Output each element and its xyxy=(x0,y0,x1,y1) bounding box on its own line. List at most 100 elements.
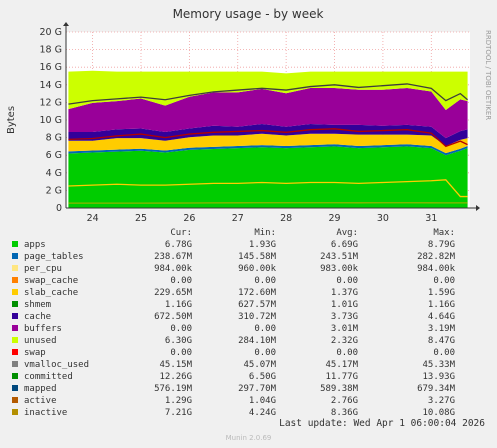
legend-min: 1.93G xyxy=(248,240,276,250)
legend-max: 8.79G xyxy=(427,240,455,250)
memory-chart: Memory usage - by week Bytes RRDTOOL / T… xyxy=(6,7,492,224)
legend-row-buffers: buffers 0.00 0.00 3.01M 3.19M xyxy=(12,323,455,335)
legend-swatch xyxy=(12,348,18,355)
legend-swatch xyxy=(12,360,18,367)
legend-min: 0.00 xyxy=(254,324,276,334)
legend-swatch xyxy=(12,408,18,415)
legend-row-inactive: inactive 7.21G 4.24G 8.36G 10.08G xyxy=(12,407,455,419)
legend-name: per_cpu xyxy=(24,264,62,274)
legend-avg: 3.73G xyxy=(330,312,358,322)
legend-swatch-cell xyxy=(12,335,24,347)
legend-max: 0.00 xyxy=(433,348,455,358)
legend-cur: 45.15M xyxy=(159,360,192,370)
legend-cur: 6.30G xyxy=(164,336,192,346)
series-lines xyxy=(68,83,469,204)
legend-min: 0.00 xyxy=(254,276,276,286)
area-page_tables xyxy=(68,144,468,156)
axes: 0 2 G 4 G 6 G 8 G 10 G 12 G 14 G 16 G 18 G 20 G 24 2… xyxy=(40,22,480,224)
header-cur: Cur: xyxy=(170,228,192,238)
legend-max: 679.34M xyxy=(417,384,455,394)
legend-swatch-cell xyxy=(12,395,24,407)
legend-swatch-cell xyxy=(12,251,24,263)
area-slab_cache xyxy=(68,133,468,154)
area-shmem xyxy=(68,124,468,147)
legend-swatch xyxy=(12,300,18,307)
legend-row-cache: cache 672.50M 310.72M 3.73G 4.64G xyxy=(12,311,455,323)
legend-swatch-cell xyxy=(12,347,24,359)
legend-min: 284.10M xyxy=(238,336,276,346)
legend-avg: 589.38M xyxy=(320,384,358,394)
legend-row-per_cpu: per_cpu 984.00k 960.00k 983.00k 984.00k xyxy=(12,263,455,275)
legend-max: 45.33M xyxy=(422,360,455,370)
legend-swatch-cell xyxy=(12,323,24,335)
legend-cur: 0.00 xyxy=(170,324,192,334)
y-tick-label: 4 G xyxy=(46,168,62,179)
legend-row-page_tables: page_tables 238.67M 145.58M 243.51M 282.82M xyxy=(12,251,455,263)
legend-swatch xyxy=(12,288,18,295)
legend-min: 172.60M xyxy=(238,288,276,298)
legend-cur: 238.67M xyxy=(154,252,192,262)
legend-min: 6.50G xyxy=(248,372,276,382)
legend-cur: 229.65M xyxy=(154,288,192,298)
legend-cur: 0.00 xyxy=(170,348,192,358)
legend-max: 282.82M xyxy=(417,252,455,262)
x-tick-label: 26 xyxy=(183,213,195,224)
y-tick-label: 0 xyxy=(56,203,62,214)
legend-row-unused: unused 6.30G 284.10M 2.32G 8.47G xyxy=(12,335,455,347)
legend-name: buffers xyxy=(24,324,62,334)
legend-cur: 6.78G xyxy=(164,240,192,250)
legend-row-vmalloc_used: vmalloc_used 45.15M 45.07M 45.17M 45.33M xyxy=(12,359,455,371)
chart-title: Memory usage - by week xyxy=(173,7,324,21)
stacked-areas xyxy=(68,70,468,208)
legend-cur: 984.00k xyxy=(154,264,192,274)
y-tick-label: 10 G xyxy=(40,115,62,126)
area-unused xyxy=(68,70,468,110)
legend-min: 627.57M xyxy=(238,300,276,310)
legend-min: 297.70M xyxy=(238,384,276,394)
legend-row-slab_cache: slab_cache 229.65M 172.60M 1.37G 1.59G xyxy=(12,287,455,299)
legend-max: 3.19M xyxy=(427,324,455,334)
legend-cur: 0.00 xyxy=(170,276,192,286)
legend-name: slab_cache xyxy=(24,288,79,298)
legend-swatch-cell xyxy=(12,263,24,275)
legend-min: 4.24G xyxy=(248,408,276,418)
legend-swatch-cell xyxy=(12,299,24,311)
legend-row-mapped: mapped 576.19M 297.70M 589.38M 679.34M xyxy=(12,383,455,395)
area-cache xyxy=(68,87,468,139)
legend-min: 960.00k xyxy=(238,264,276,274)
legend-swatch xyxy=(12,264,18,271)
legend-max: 1.16G xyxy=(427,300,455,310)
legend-swatch xyxy=(12,276,18,283)
legend-name: mapped xyxy=(24,384,57,394)
legend-swatch xyxy=(12,252,18,259)
legend-swatch-cell xyxy=(12,287,24,299)
line-inactive xyxy=(68,128,468,148)
legend-name: shmem xyxy=(24,300,52,310)
legend-swatch-cell xyxy=(12,239,24,251)
legend-swatch xyxy=(12,336,18,343)
header-max: Max: xyxy=(433,228,455,238)
legend-max: 3.27G xyxy=(427,396,455,406)
legend-min: 45.07M xyxy=(243,360,276,370)
x-axis-arrow xyxy=(476,205,480,211)
legend-name: swap_cache xyxy=(24,276,79,286)
legend-swatch-cell xyxy=(12,275,24,287)
legend-row-swap_cache: swap_cache 0.00 0.00 0.00 0.00 xyxy=(12,275,455,287)
legend-avg: 1.01G xyxy=(330,300,358,310)
legend-name: inactive xyxy=(24,408,68,418)
legend-avg: 2.76G xyxy=(330,396,358,406)
x-tick-label: 31 xyxy=(425,213,437,224)
y-axis-arrow xyxy=(63,22,69,26)
header-min: Min: xyxy=(254,228,276,238)
legend-max: 13.93G xyxy=(422,372,455,382)
legend-cur: 7.21G xyxy=(164,408,192,418)
y-tick-label: 14 G xyxy=(40,80,62,91)
legend-avg: 1.37G xyxy=(330,288,358,298)
x-tick-label: 29 xyxy=(328,213,340,224)
y-tick-label: 2 G xyxy=(46,185,62,196)
x-tick-label: 28 xyxy=(280,213,292,224)
legend-min: 310.72M xyxy=(238,312,276,322)
legend-swatch xyxy=(12,396,18,403)
legend-swatch xyxy=(12,324,18,331)
legend-avg: 0.00 xyxy=(336,276,358,286)
